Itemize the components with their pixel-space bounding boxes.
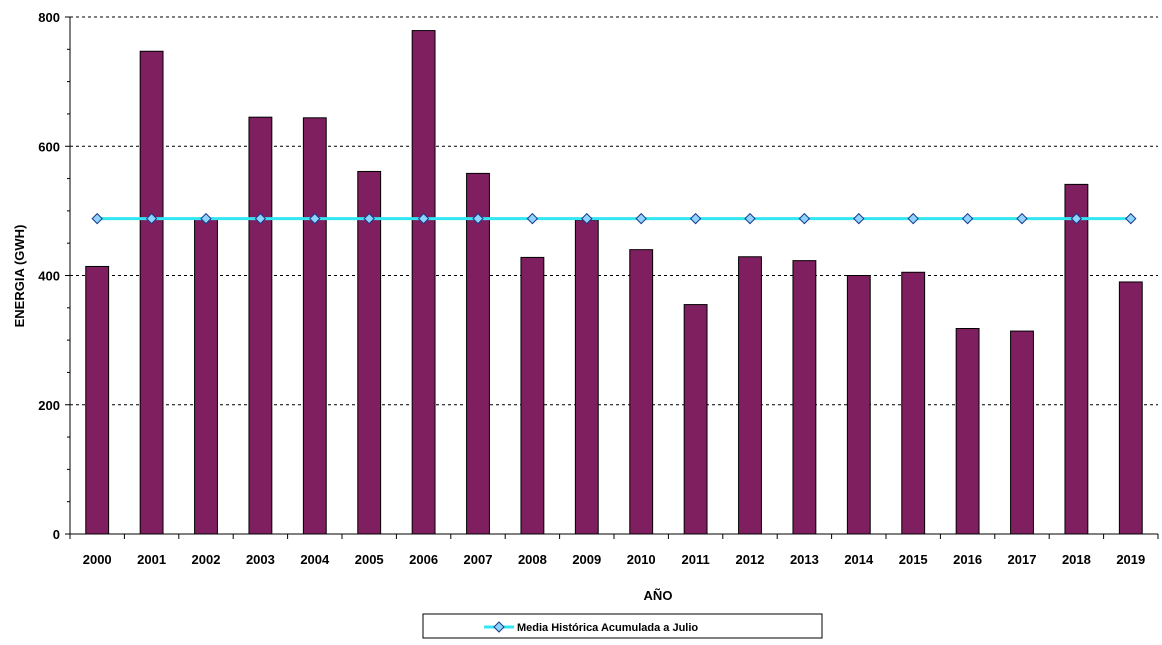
- bar: [955, 327, 980, 535]
- bar: [629, 249, 654, 535]
- x-tick-label: 2006: [409, 552, 438, 567]
- legend-label: Media Histórica Acumulada a Julio: [517, 622, 698, 634]
- y-tick-label: 0: [53, 527, 60, 542]
- average-point-marker: [1070, 212, 1083, 225]
- bar: [574, 219, 599, 535]
- x-tick-label: 2012: [736, 552, 765, 567]
- bar: [411, 30, 436, 535]
- x-tick-label: 2019: [1116, 552, 1145, 567]
- average-point-marker: [417, 212, 430, 225]
- bar: [846, 275, 871, 535]
- x-tick-label: 2016: [953, 552, 982, 567]
- average-point-marker: [744, 212, 756, 225]
- average-point-marker: [472, 212, 484, 225]
- x-tick-label: 2007: [464, 552, 493, 567]
- average-point-marker: [961, 212, 974, 225]
- bar: [683, 304, 708, 535]
- average-point-marker: [309, 212, 321, 225]
- average-point-marker: [91, 212, 103, 225]
- y-tick-label: 800: [38, 10, 60, 25]
- average-point-marker: [798, 212, 811, 225]
- bar: [738, 256, 762, 535]
- x-tick-label: 2017: [1008, 552, 1037, 567]
- y-tick-label: 400: [38, 269, 60, 284]
- average-point-marker: [526, 212, 539, 225]
- bar: [85, 265, 110, 535]
- bar: [139, 50, 164, 535]
- x-tick-label: 2001: [137, 552, 166, 567]
- x-tick-label: 2015: [899, 552, 928, 567]
- average-point-marker: [853, 212, 865, 225]
- bar: [357, 170, 382, 535]
- bar: [302, 117, 327, 535]
- legend-diamond-marker-icon: [493, 621, 505, 633]
- x-tick-label: 2003: [246, 552, 275, 567]
- bar: [520, 256, 545, 535]
- bar: [792, 260, 817, 535]
- x-tick-label: 2000: [83, 552, 112, 567]
- average-point-marker: [1016, 212, 1028, 225]
- x-tick-label: 2013: [790, 552, 819, 567]
- x-tick-label: 2011: [681, 552, 709, 567]
- tick-labels: 0 200 400 600 800 2000 2001 2002 2003 2004 2005 200…: [38, 10, 1145, 567]
- y-axis-title: ENERGIA (GWH): [12, 225, 27, 328]
- x-tick-label: 2008: [518, 552, 547, 567]
- x-tick-label: 2005: [355, 552, 384, 567]
- average-point-marker: [363, 212, 375, 225]
- legend: Media Histórica Acumulada a Julio: [422, 613, 823, 639]
- bar: [1064, 183, 1089, 535]
- x-tick-label: 2009: [572, 552, 601, 567]
- bar: [466, 172, 490, 535]
- average-point-marker: [581, 212, 593, 225]
- average-point-marker: [145, 212, 158, 225]
- average-point-marker: [907, 212, 919, 225]
- y-tick-label: 200: [38, 398, 60, 413]
- x-tick-label: 2004: [300, 552, 330, 567]
- average-point-marker: [200, 212, 212, 225]
- x-tick-label: 2014: [844, 552, 874, 567]
- bar: [1010, 330, 1034, 535]
- x-tick-label: 2010: [627, 552, 656, 567]
- bar: [1118, 281, 1143, 535]
- x-tick-label: 2018: [1062, 552, 1091, 567]
- bar: [248, 116, 273, 535]
- axes: [65, 16, 1159, 539]
- average-line-series: [91, 212, 1137, 225]
- average-point-marker: [1125, 212, 1137, 225]
- bars: [85, 30, 1143, 535]
- bar: [194, 218, 218, 535]
- bar: [901, 271, 926, 535]
- average-point-marker: [254, 212, 267, 225]
- x-axis-title: AÑO: [644, 588, 673, 603]
- average-point-marker: [689, 212, 702, 225]
- x-tick-label: 2002: [192, 552, 221, 567]
- average-point-marker: [635, 212, 647, 225]
- y-tick-label: 600: [38, 139, 60, 154]
